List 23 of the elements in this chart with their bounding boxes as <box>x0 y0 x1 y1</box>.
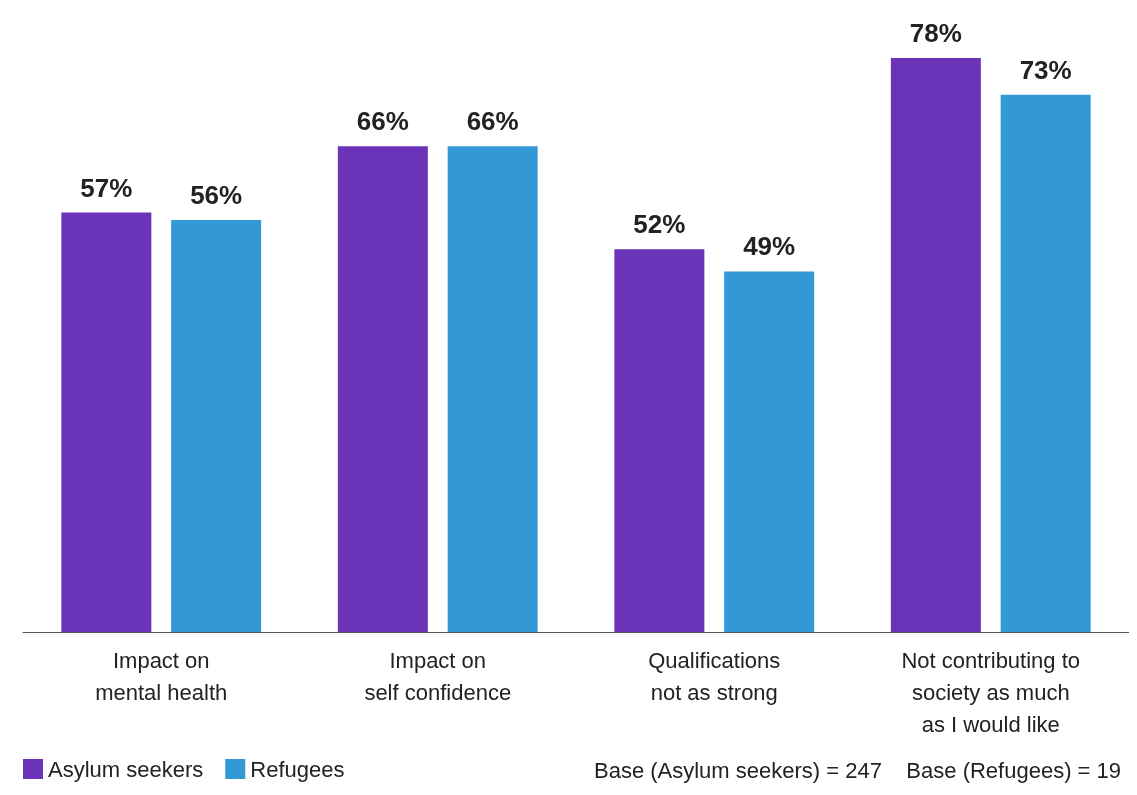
text: Base (Asylum seekers) = 247 Base (Refugees) = 19 <box>593 757 1122 783</box>
x-tick-label: Impact on mental health <box>95 647 228 705</box>
bar <box>724 271 815 632</box>
bar <box>1000 94 1091 632</box>
data-label: 57% <box>80 172 133 203</box>
legend-label: Refugees <box>250 756 345 782</box>
data-label: 66% <box>466 106 519 137</box>
data-label: 66% <box>356 106 409 137</box>
x-tick-label: Qualifications not as strong <box>648 647 781 705</box>
bar <box>614 249 705 632</box>
data-label: 52% <box>633 209 686 240</box>
bar <box>337 146 428 632</box>
bar <box>171 219 262 632</box>
data-label: 49% <box>743 231 796 262</box>
data-label: 56% <box>190 179 243 210</box>
bar <box>890 58 981 632</box>
legend-label: Asylum seekers <box>48 756 204 782</box>
x-tick-label: Impact on self confidence <box>364 647 512 705</box>
data-label: 78% <box>909 18 962 48</box>
bar <box>61 212 152 632</box>
bar <box>447 146 538 632</box>
x-tick-label: Not contributing to society as much as I would like <box>901 647 1081 737</box>
data-label: 73% <box>1019 54 1072 85</box>
